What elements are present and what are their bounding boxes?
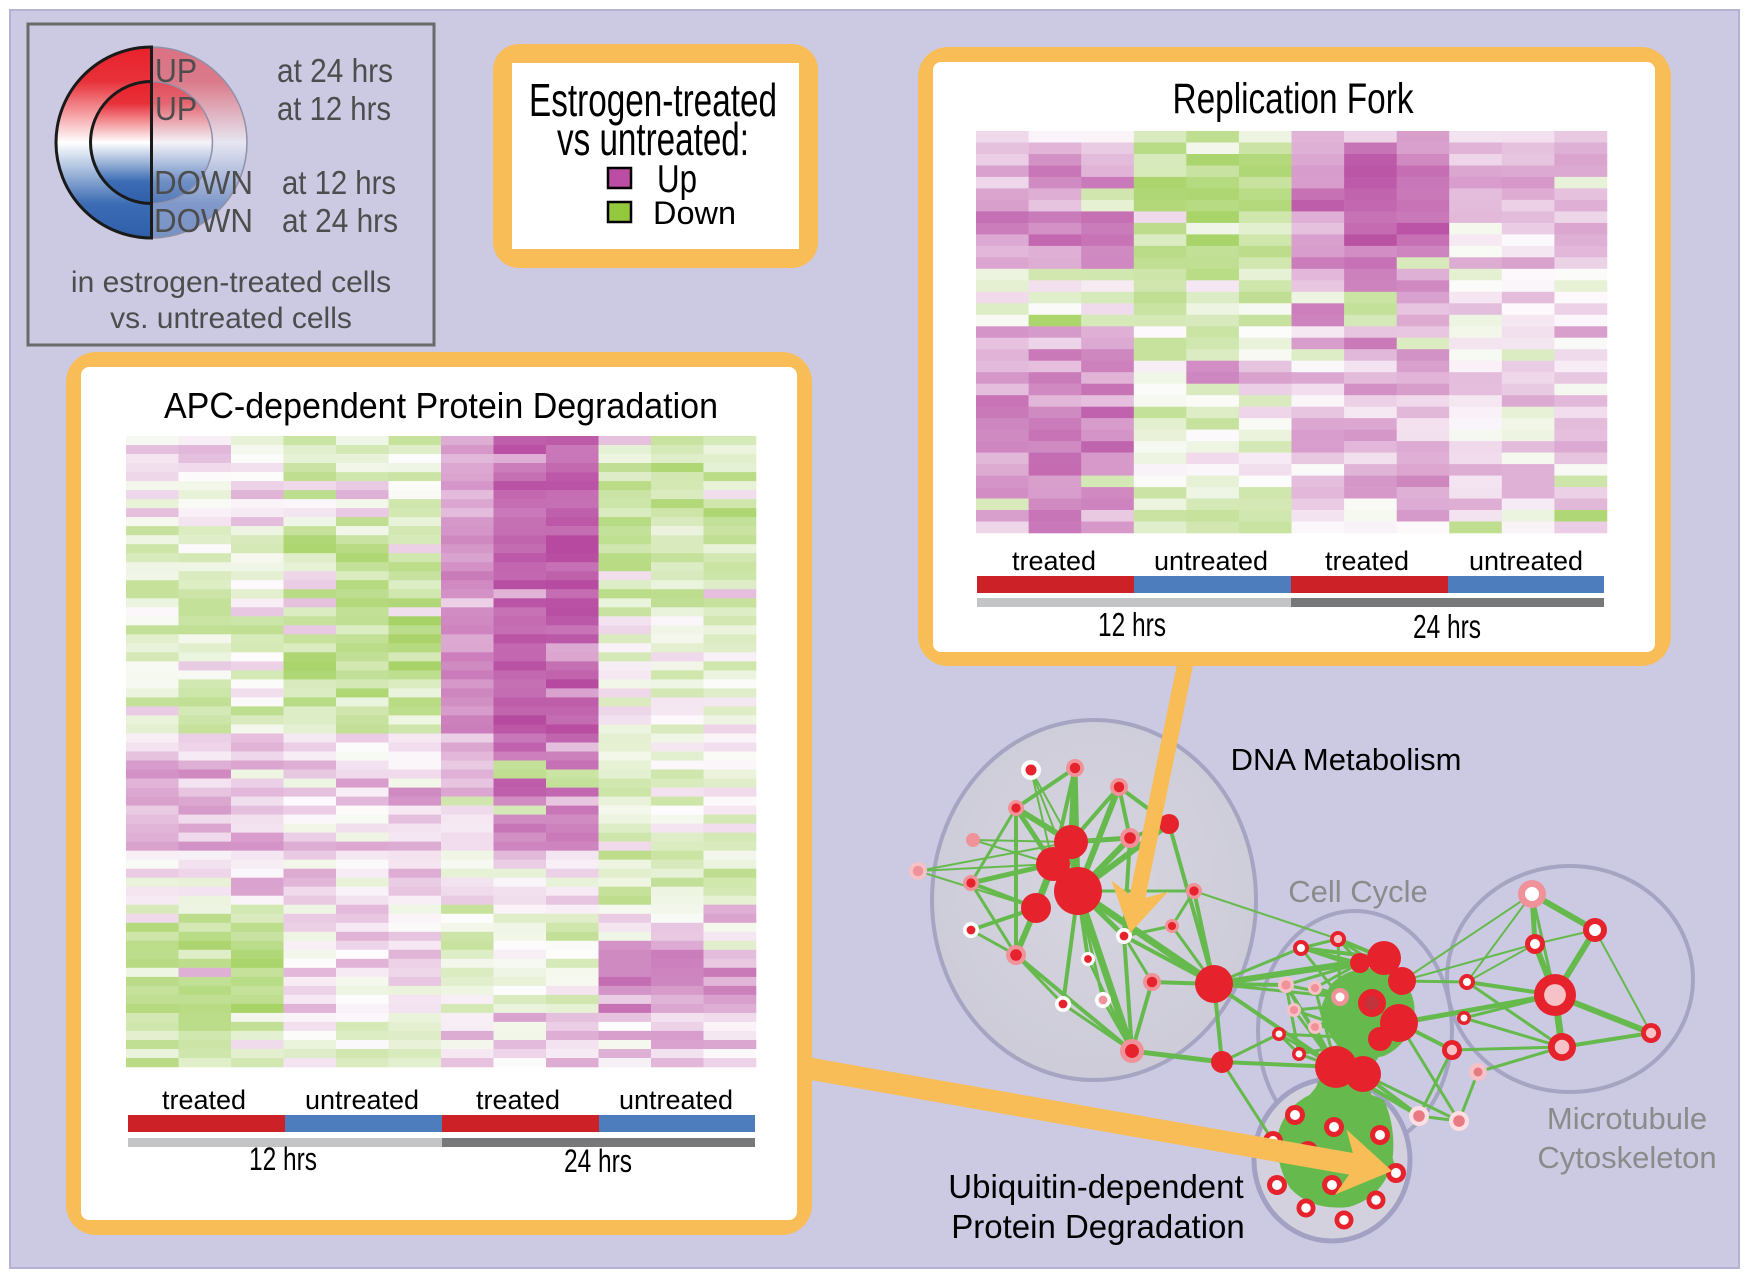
svg-text:DOWN: DOWN	[154, 164, 253, 201]
svg-text:at 24 hrs: at 24 hrs	[277, 52, 393, 89]
svg-text:untreated: untreated	[305, 1085, 419, 1115]
svg-text:at 12 hrs: at 12 hrs	[282, 164, 396, 201]
svg-text:DOWN: DOWN	[154, 202, 253, 239]
svg-text:in estrogen-treated cells: in estrogen-treated cells	[71, 266, 391, 299]
svg-text:Cell Cycle: Cell Cycle	[1288, 874, 1428, 909]
svg-text:untreated: untreated	[1469, 546, 1583, 576]
svg-text:Replication Fork: Replication Fork	[1173, 75, 1414, 123]
svg-text:24 hrs: 24 hrs	[564, 1143, 632, 1179]
svg-text:vs untreated:: vs untreated:	[557, 113, 749, 165]
svg-text:Microtubule: Microtubule	[1547, 1101, 1707, 1136]
svg-text:DNA Metabolism: DNA Metabolism	[1231, 742, 1462, 777]
svg-text:24 hrs: 24 hrs	[1413, 608, 1481, 645]
svg-text:Estrogen-treated: Estrogen-treated	[529, 74, 777, 126]
svg-text:UP: UP	[155, 52, 197, 89]
svg-text:Up: Up	[657, 158, 697, 201]
svg-text:at 12 hrs: at 12 hrs	[277, 90, 391, 127]
svg-text:treated: treated	[476, 1085, 560, 1115]
svg-text:Cytoskeleton: Cytoskeleton	[1537, 1140, 1716, 1175]
svg-text:untreated: untreated	[619, 1085, 733, 1115]
svg-text:UP: UP	[155, 90, 197, 127]
svg-text:12 hrs: 12 hrs	[249, 1141, 317, 1177]
svg-text:at 24 hrs: at 24 hrs	[282, 202, 398, 239]
svg-text:treated: treated	[162, 1085, 246, 1115]
svg-text:treated: treated	[1012, 546, 1096, 576]
svg-text:vs. untreated cells: vs. untreated cells	[110, 302, 352, 335]
svg-text:12 hrs: 12 hrs	[1098, 606, 1166, 643]
svg-text:APC-dependent Protein Degradat: APC-dependent Protein Degradation	[164, 385, 718, 426]
svg-text:Ubiquitin-dependent: Ubiquitin-dependent	[948, 1168, 1243, 1205]
svg-text:Protein Degradation: Protein Degradation	[951, 1208, 1245, 1245]
svg-text:treated: treated	[1325, 546, 1409, 576]
svg-text:untreated: untreated	[1154, 546, 1268, 576]
svg-text:Down: Down	[653, 195, 736, 231]
